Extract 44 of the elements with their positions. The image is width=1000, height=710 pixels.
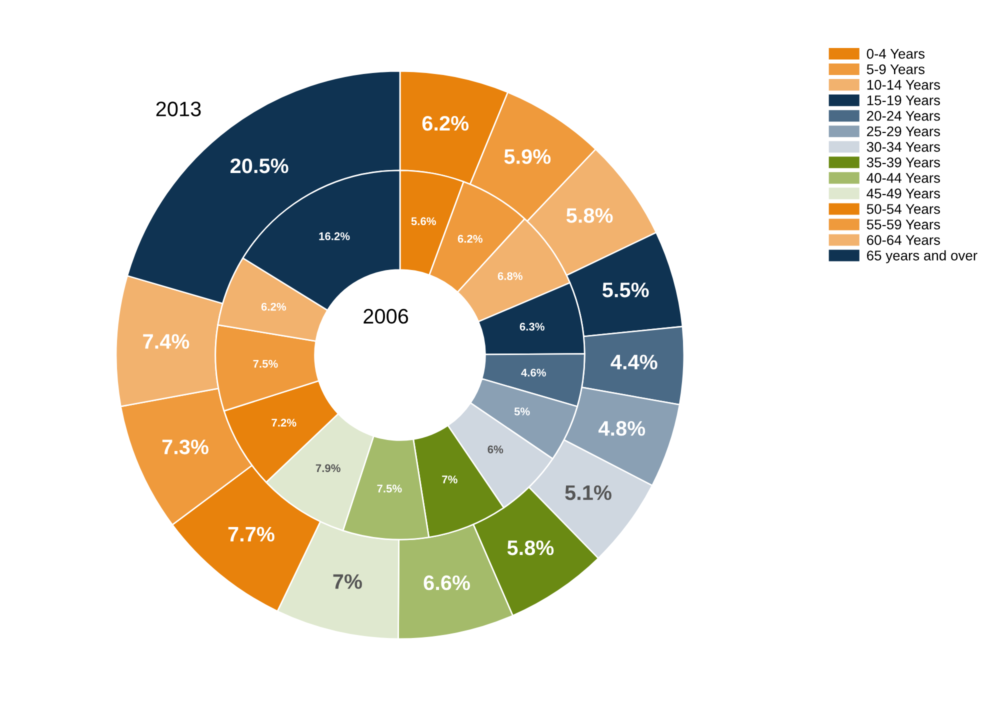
legend-label: 35-39 Years (866, 158, 940, 168)
data-label: 16.2% (319, 232, 350, 240)
data-label: 7.4% (143, 334, 190, 349)
legend-label: 60-64 Years (867, 235, 940, 245)
data-label: 4.4% (610, 354, 658, 370)
data-label: 7.9% (316, 464, 340, 472)
data-label: 6.6% (424, 575, 470, 590)
legend-label: 40-44 Years (866, 173, 940, 183)
data-label: 6.3% (520, 322, 544, 331)
data-label: 20.5% (230, 158, 288, 174)
slice-label: 2006 (364, 308, 408, 324)
data-label: 7.5% (253, 360, 278, 368)
legend-label: 20-24 Years (867, 110, 940, 121)
legend-label: 45-49 Years (866, 188, 940, 198)
legend-label: 50-54 Years (866, 204, 940, 214)
data-label: 4.8% (598, 421, 646, 436)
legend-label: 10-14 Years (867, 80, 940, 90)
data-label: 7.3% (162, 440, 208, 454)
data-label: 5.8% (507, 540, 554, 556)
data-label: 6% (488, 446, 504, 454)
data-label: 7.2% (272, 418, 296, 427)
data-label: 5.9% (504, 149, 551, 164)
legend-label: 65 years and over (867, 250, 978, 264)
data-label: 5.1% (565, 485, 612, 500)
legend-label: 0-4 Years (866, 48, 925, 59)
legend-label: 25-29 Years (867, 126, 940, 136)
data-label: 5.5% (602, 282, 649, 298)
data-label: 7% (442, 476, 458, 484)
data-label: 6.8% (498, 272, 522, 280)
slice-label: 2013 (156, 102, 201, 116)
legend-label: 5-9 Years (866, 64, 925, 74)
data-label: 6.2% (261, 302, 286, 311)
legend-label: 15-19 Years (867, 95, 940, 106)
data-label: 4.6% (521, 368, 546, 377)
data-label: 5.6% (411, 217, 436, 226)
data-label: 6.2% (458, 234, 482, 243)
legend-label: 55-59 Years (866, 220, 940, 230)
data-label: 7% (333, 574, 362, 589)
data-label: 5.8% (566, 208, 613, 223)
data-label: 7.7% (228, 526, 274, 542)
legend-label: 30-34 Years (866, 142, 940, 152)
data-label: 5% (514, 408, 530, 416)
data-label: 7.5% (377, 484, 402, 492)
data-label: 6.2% (422, 116, 469, 131)
